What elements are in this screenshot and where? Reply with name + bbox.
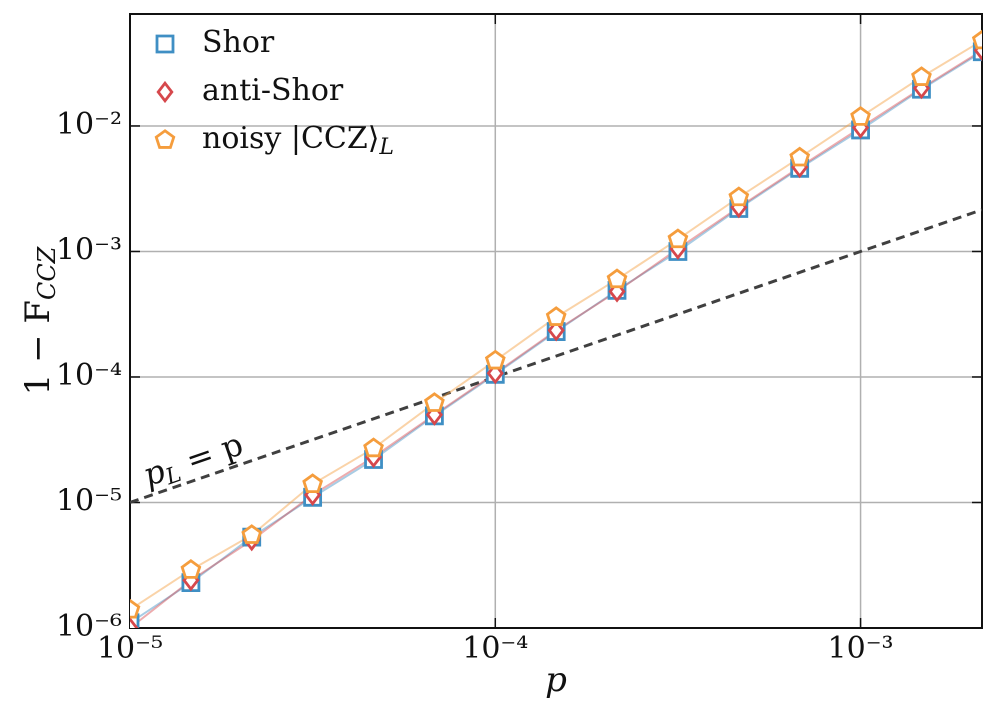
legend-subscript: L xyxy=(378,135,394,160)
annotation: pL = p xyxy=(138,424,249,497)
legend-label: noisy |CCZ⟩L xyxy=(202,121,394,160)
marker xyxy=(728,186,750,207)
legend-marker xyxy=(155,34,175,54)
x-tick-label: 10⁻⁵ xyxy=(97,631,163,666)
marker xyxy=(302,473,324,493)
marker xyxy=(363,437,384,458)
marker xyxy=(606,268,628,289)
marker xyxy=(850,106,871,126)
x-tick-label: 10⁻³ xyxy=(828,631,894,666)
y-tick-label: 10⁻² xyxy=(56,107,122,142)
y-tick-label: 10⁻⁴ xyxy=(56,358,122,393)
marker xyxy=(130,598,141,619)
marker xyxy=(424,392,445,412)
marker xyxy=(241,524,263,544)
reference-line xyxy=(130,208,982,504)
legend-label: Shor xyxy=(202,25,275,60)
legend-text: noisy |CCZ⟩ xyxy=(202,121,379,156)
marker xyxy=(608,280,626,303)
y-tick-label: 10⁻³ xyxy=(56,232,122,267)
marker xyxy=(667,228,689,249)
marker xyxy=(180,559,202,579)
marker xyxy=(545,306,567,326)
marker xyxy=(911,66,932,86)
marker xyxy=(789,146,811,167)
x-axis-label: p xyxy=(545,660,567,700)
y-tick-label: 10⁻⁵ xyxy=(56,483,122,518)
x-tick-label: 10⁻⁴ xyxy=(462,631,528,666)
marker xyxy=(484,349,506,370)
legend-marker xyxy=(156,80,174,104)
marker xyxy=(130,616,139,628)
marker xyxy=(547,319,565,342)
legend-label: anti-Shor xyxy=(202,73,344,108)
y-axis-label: 1 − FCCZ xyxy=(18,245,61,395)
y-tick-label: 10⁻⁶ xyxy=(56,609,122,644)
plot-frame xyxy=(129,13,983,629)
marker xyxy=(971,29,982,50)
legend-marker xyxy=(154,129,176,149)
